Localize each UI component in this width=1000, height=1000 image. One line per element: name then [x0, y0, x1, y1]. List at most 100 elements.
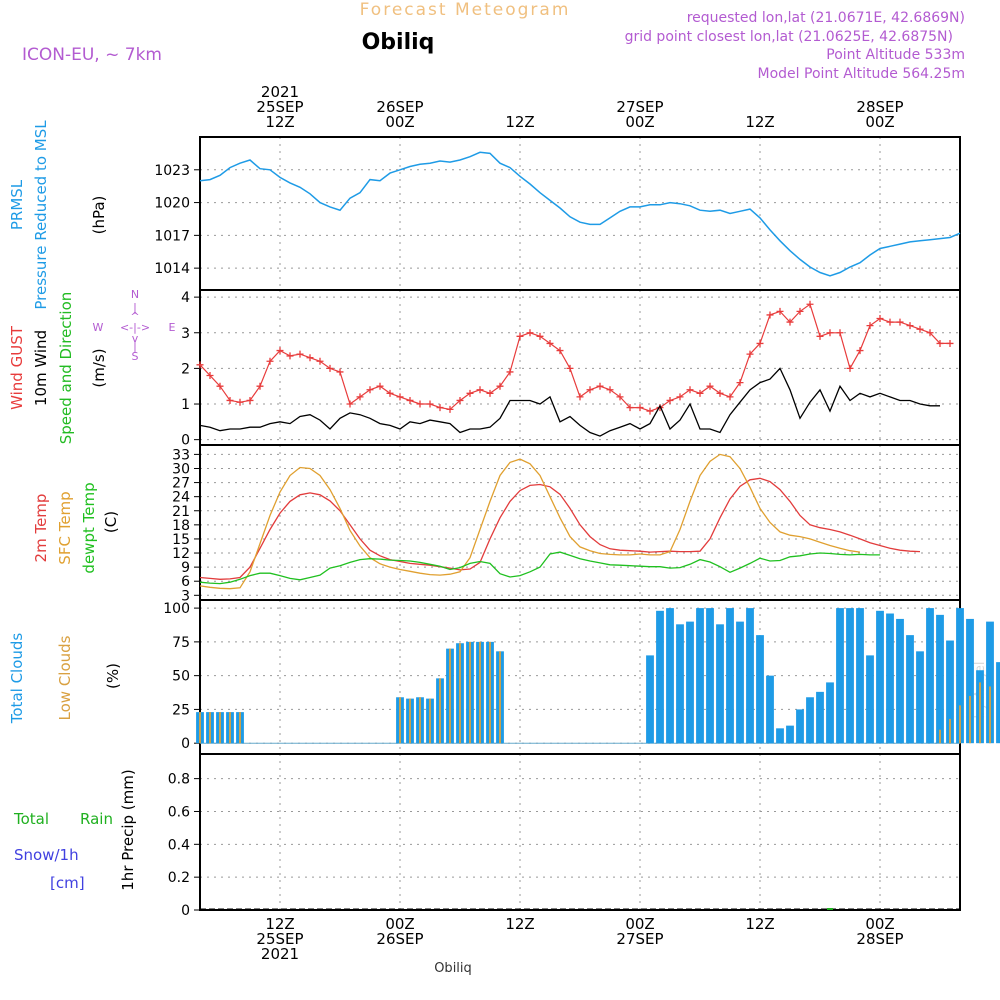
total-cloud-bar	[986, 621, 994, 744]
pressure-unit: (hPa)	[90, 196, 108, 235]
wind-gust-marker	[796, 307, 804, 315]
y-tick-label: 50	[172, 669, 190, 685]
wind-gust-marker	[726, 393, 734, 401]
wind-gust-marker	[416, 400, 424, 408]
wind-gust-marker	[846, 364, 854, 372]
wind-gust-marker	[266, 357, 274, 365]
y-tick-label: 0.2	[168, 870, 190, 886]
prmsl-label: PRMSL	[8, 179, 26, 230]
precip-rain-label: Rain	[80, 810, 113, 828]
total-cloud-bar	[726, 608, 734, 744]
wind-gust-marker	[896, 318, 904, 326]
wind-gust-marker	[376, 382, 384, 390]
wind-gust-marker	[856, 347, 864, 355]
panel-frame-wind	[199, 289, 961, 446]
wind-gust-marker	[946, 339, 954, 347]
wind-panel-label: Wind GUST 10m Wind Speed and Direction (…	[8, 288, 176, 444]
wind-gust-marker	[276, 347, 284, 355]
precip-unit: 1hr Precip (mm)	[119, 769, 137, 890]
footer-station: Obiliq	[434, 961, 472, 976]
wind-gust-marker	[486, 389, 494, 397]
wind-gust-marker	[836, 329, 844, 337]
total-cloud-bar	[806, 697, 814, 744]
wind-gust-marker	[246, 396, 254, 404]
wind-gust-marker	[586, 386, 594, 394]
wind-gust-marker	[706, 382, 714, 390]
top-axis-label: 25SEP	[256, 98, 303, 116]
wind-gust-marker	[256, 382, 264, 390]
low-cloud-bar	[939, 729, 941, 744]
wind-gust-marker	[776, 307, 784, 315]
grid-point-coords: grid point closest lon,lat (21.0625E, 42…	[625, 29, 953, 45]
total-cloud-bar	[936, 614, 944, 744]
total-cloud-bar	[856, 608, 864, 744]
wind-gust-marker	[456, 396, 464, 404]
total-cloud-bar	[796, 709, 804, 744]
wind-gust-marker	[286, 352, 294, 360]
y-tick-label: 3	[181, 326, 190, 342]
y-tick-label: 0.6	[168, 804, 190, 820]
top-axis-label: 12Z	[745, 113, 774, 131]
wind-gust-marker	[696, 389, 704, 397]
bottom-axis-label: 28SEP	[856, 930, 903, 948]
compass-arrow-down: v	[132, 332, 139, 345]
y-tick-label: 24	[172, 490, 190, 506]
forecast-meteogram-title: Forecast Meteogram	[360, 0, 571, 20]
dewpt-label: dewpt Temp	[80, 482, 98, 573]
total-cloud-bar	[776, 728, 784, 744]
bottom-axis-label: 26SEP	[376, 930, 423, 948]
top-axis-label: 00Z	[865, 113, 894, 131]
compass-north: N	[131, 288, 139, 301]
wind-gust-marker	[826, 329, 834, 337]
wind-gust-marker	[546, 339, 554, 347]
pressure-msl-label: Pressure Reduced to MSL	[32, 120, 50, 310]
y-tick-label: 0	[181, 903, 190, 919]
wind-gust-marker	[516, 332, 524, 340]
low-cloud-bar	[399, 697, 401, 744]
low-cloud-bar	[239, 712, 241, 744]
low-cloud-bar	[989, 686, 991, 744]
low-cloud-bar	[959, 705, 961, 744]
y-tick-label: 1014	[154, 261, 190, 277]
y-tick-label: 21	[172, 504, 190, 520]
wind-gust-marker	[756, 339, 764, 347]
panel-frame-precip	[199, 753, 961, 911]
compass-south-bar: |	[133, 340, 137, 353]
low-cloud-bar	[409, 698, 411, 744]
wind-gust-marker	[296, 350, 304, 358]
model-point-altitude: Model Point Altitude 564.25m	[758, 66, 965, 82]
dewpt-temp-line	[199, 551, 880, 585]
total-cloud-bar	[756, 635, 764, 744]
top-axis-label: 00Z	[385, 113, 414, 131]
compass-east: E	[169, 321, 176, 334]
wind-gust-marker	[306, 354, 314, 362]
total-cloud-bar	[966, 618, 974, 744]
sfc-temp-line	[199, 453, 861, 590]
top-axis-label: 00Z	[625, 113, 654, 131]
low-clouds-label: Low Clouds	[56, 635, 74, 720]
total-cloud-bar	[766, 675, 774, 744]
total-cloud-bar	[876, 610, 884, 744]
low-cloud-bar	[459, 643, 461, 744]
total-cloud-bar	[656, 610, 664, 744]
temp-2m-label: 2m Temp	[32, 494, 50, 563]
wind-gust-line	[199, 303, 950, 412]
wind-gust-marker	[866, 322, 874, 330]
total-cloud-bar	[816, 691, 824, 744]
wind-dir-label: Speed and Direction	[57, 292, 75, 445]
wind-gust-marker	[926, 329, 934, 337]
y-tick-label: 30	[172, 461, 190, 477]
wind-gust-marker	[496, 382, 504, 390]
precip-panel-label: Total Rain Snow/1h [cm] 1hr Precip (mm)	[13, 769, 137, 892]
wind-gust-marker	[526, 329, 534, 337]
total-cloud-bar	[666, 608, 674, 744]
bottom-axis-label: 00Z	[385, 915, 414, 933]
wind-unit: (m/s)	[90, 348, 108, 387]
wind-gust-marker	[626, 404, 634, 412]
low-cloud-bar	[209, 712, 211, 744]
total-cloud-bar	[696, 608, 704, 744]
low-cloud-bar	[449, 648, 451, 744]
precip-cm-label: [cm]	[50, 874, 85, 892]
wind-gust-marker	[406, 396, 414, 404]
